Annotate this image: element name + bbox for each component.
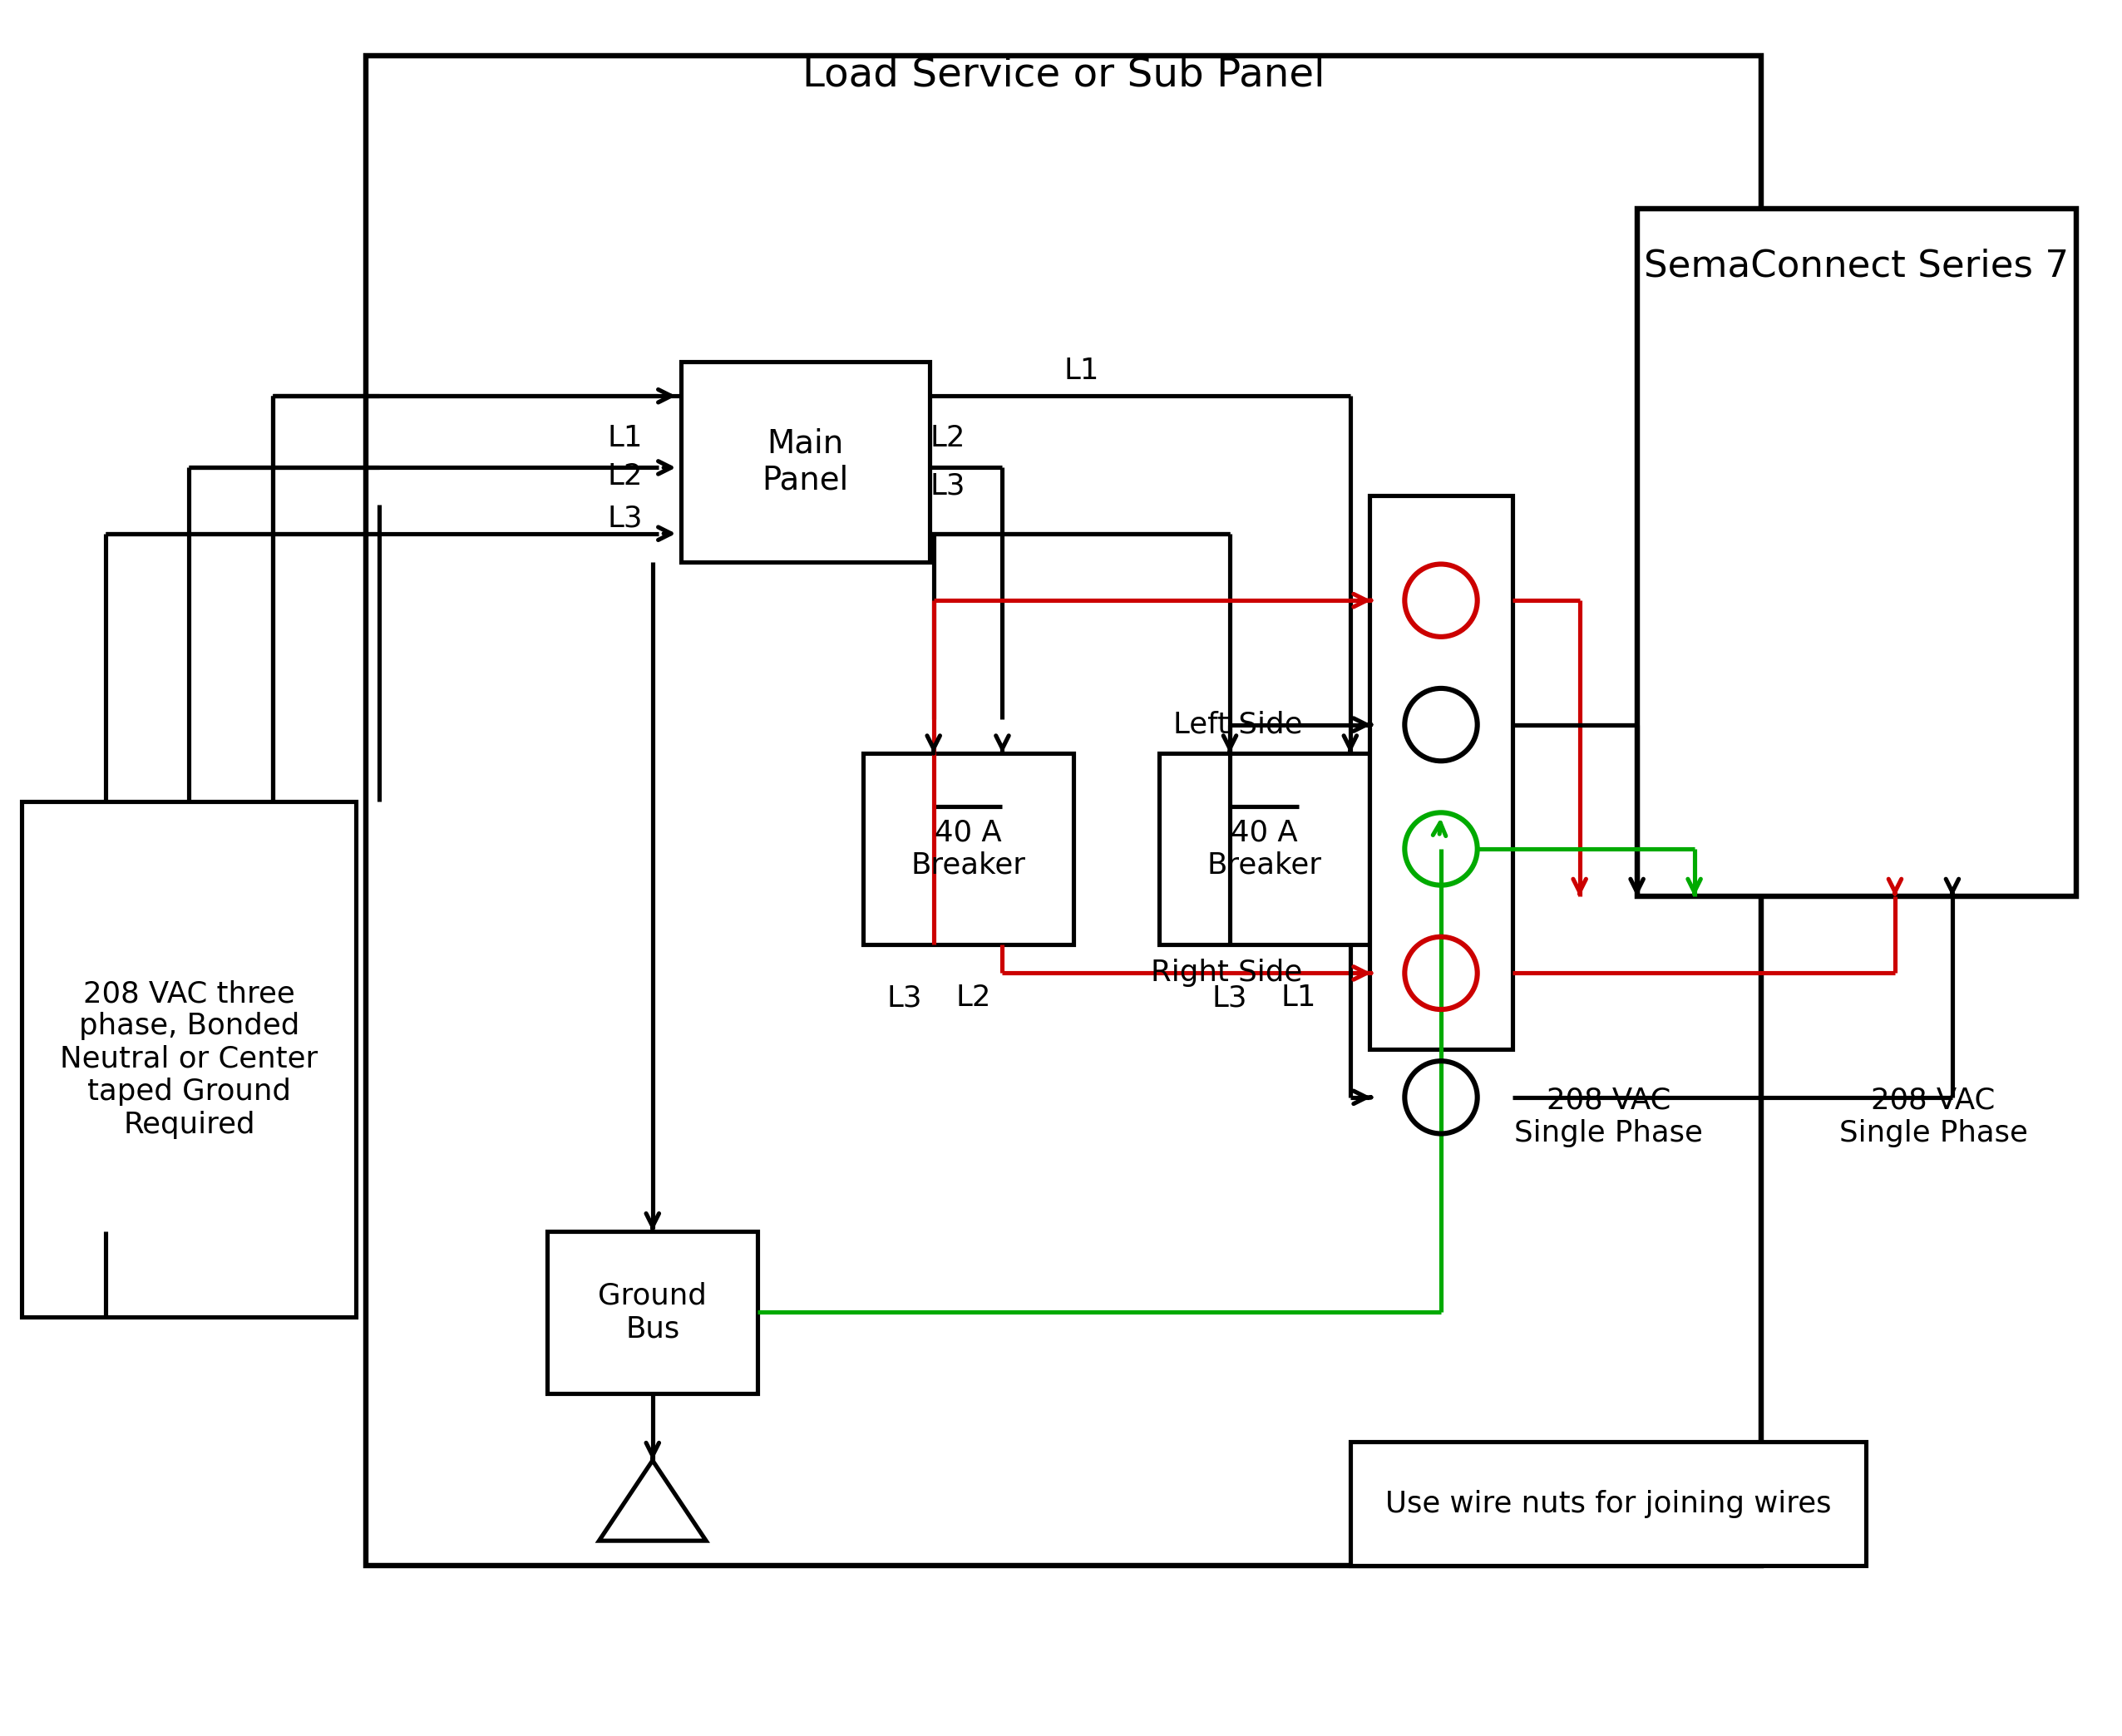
- Bar: [1369, 495, 1513, 1050]
- Bar: [365, 56, 1761, 1566]
- Text: Use wire nuts for joining wires: Use wire nuts for joining wires: [1386, 1489, 1831, 1519]
- Bar: [1350, 1441, 1867, 1566]
- Text: SemaConnect Series 7: SemaConnect Series 7: [1645, 248, 2069, 285]
- Text: Main
Panel: Main Panel: [762, 427, 849, 496]
- Text: 40 A
Breaker: 40 A Breaker: [1207, 818, 1322, 880]
- Bar: [1159, 753, 1369, 944]
- Text: L3: L3: [1212, 984, 1248, 1012]
- Text: L2: L2: [607, 462, 643, 490]
- Bar: [864, 753, 1074, 944]
- Text: 208 VAC three
phase, Bonded
Neutral or Center
taped Ground
Required: 208 VAC three phase, Bonded Neutral or C…: [59, 979, 318, 1139]
- Text: L3: L3: [607, 503, 643, 533]
- Text: L2: L2: [957, 984, 991, 1012]
- Text: L1: L1: [1282, 984, 1316, 1012]
- Text: Load Service or Sub Panel: Load Service or Sub Panel: [802, 56, 1324, 94]
- Text: 40 A
Breaker: 40 A Breaker: [910, 818, 1025, 880]
- Bar: [21, 800, 356, 1318]
- Text: L2: L2: [929, 424, 966, 451]
- Text: Left Side: Left Side: [1173, 710, 1303, 740]
- Text: L1: L1: [1063, 358, 1099, 385]
- Bar: [1636, 208, 2077, 898]
- Text: Right Side: Right Side: [1150, 958, 1303, 988]
- Bar: [547, 1231, 758, 1394]
- Text: L3: L3: [929, 472, 966, 500]
- Text: 208 VAC
Single Phase: 208 VAC Single Phase: [1513, 1087, 1702, 1147]
- Text: 208 VAC
Single Phase: 208 VAC Single Phase: [1840, 1087, 2027, 1147]
- Bar: [681, 361, 929, 562]
- Text: Ground
Bus: Ground Bus: [598, 1281, 707, 1344]
- Text: L1: L1: [607, 424, 643, 451]
- Text: L3: L3: [887, 984, 923, 1012]
